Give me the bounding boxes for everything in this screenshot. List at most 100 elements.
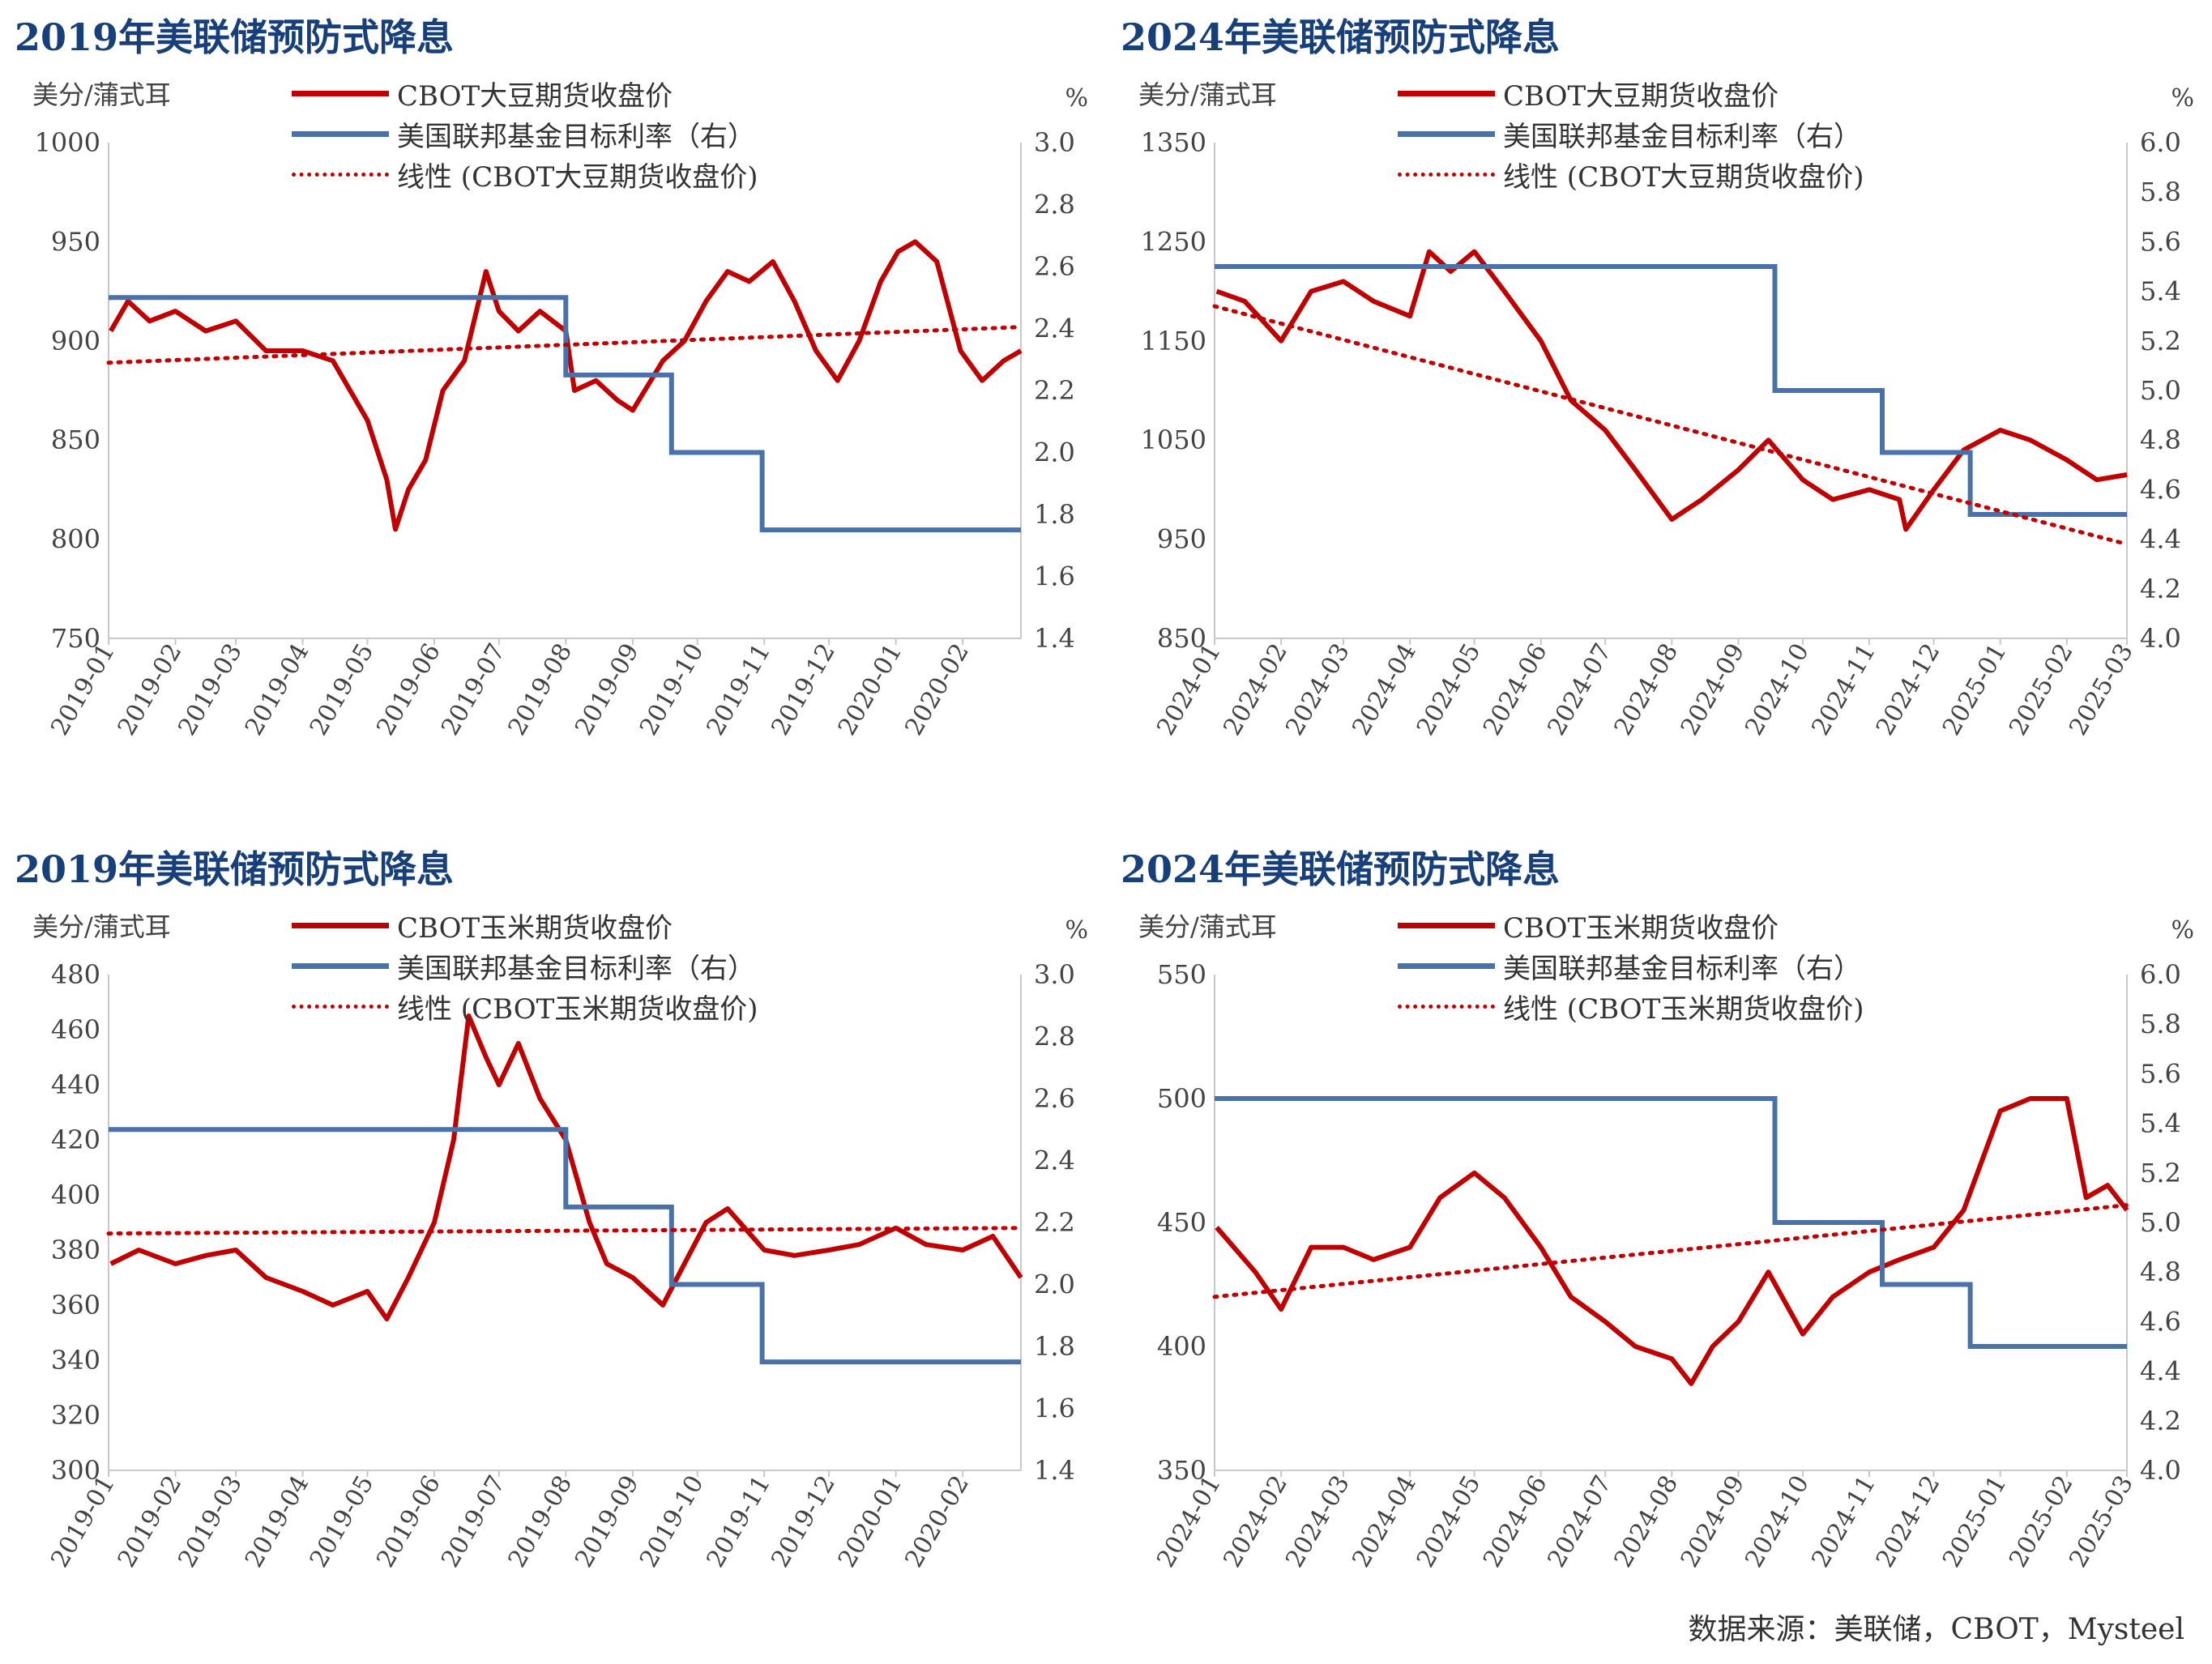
chart-legend: CBOT大豆期货收盘价 美国联邦基金目标利率（右） 线性 (CBOT大豆期货收盘… [1398,73,1864,194]
chart-panel-4: 2024年美联储预防式降息 美分/蒲式耳 % 350 400 450 500 550 4.… [1106,832,2212,1664]
left-y-tick-label: 420 [51,1124,100,1155]
right-y-tick-label: 6.0 [2140,127,2181,158]
legend-swatch-blue [292,962,389,969]
legend-item-trend: 线性 (CBOT大豆期货收盘价) [292,154,758,194]
x-tick-label: 2020-01 [833,1471,908,1572]
legend-label: 线性 (CBOT玉米期货收盘价) [397,992,758,1026]
chart-title: 2024年美联储预防式降息 [1121,847,1561,891]
chart-legend: CBOT玉米期货收盘价 美国联邦基金目标利率（右） 线性 (CBOT玉米期货收盘… [292,905,758,1026]
chart-legend: CBOT玉米期货收盘价 美国联邦基金目标利率（右） 线性 (CBOT玉米期货收盘… [1398,905,1864,1026]
left-y-tick-label: 550 [1157,959,1206,990]
right-y-tick-label: 1.8 [1034,1331,1075,1362]
left-y-tick-label: 460 [51,1014,100,1045]
legend-item-trend: 线性 (CBOT玉米期货收盘价) [1398,986,1864,1026]
left-y-tick-label: 320 [51,1400,100,1431]
x-tick-label: 2019-01 [45,639,121,740]
left-y-tick-label: 900 [51,326,100,356]
x-tick-label: 2019-10 [634,1471,710,1572]
right-y-tick-label: 2.8 [1034,190,1075,220]
x-tick-label: 2024-05 [1411,1471,1487,1572]
left-y-tick-label: 950 [51,226,100,257]
right-y-tick-label: 5.8 [2140,1009,2181,1039]
right-y-tick-label: 4.0 [2140,623,2181,654]
right-y-tick-label: 5.8 [2140,177,2181,207]
right-y-tick-label: 4.4 [2140,524,2181,555]
right-y-tick-label: 4.6 [2140,1306,2181,1337]
chart-panel-3: 2019年美联储预防式降息 美分/蒲式耳 % 300 320 340 360 380 40… [0,832,1106,1664]
rate-series-line [109,295,1021,533]
x-tick-label: 2024-06 [1478,1471,1553,1572]
rate-series-line [109,1127,1021,1365]
right-y-tick-label: 6.0 [2140,959,2181,990]
right-y-tick-label: 2.2 [1034,1207,1075,1238]
right-y-tick-label: 2.8 [1034,1022,1075,1052]
right-axis-unit: % [2171,84,2194,113]
x-tick-label: 2019-05 [305,639,380,740]
x-tick-label: 2024-10 [1740,1471,1815,1572]
legend-item-price: CBOT大豆期货收盘价 [1398,73,1864,113]
x-tick-label: 2019-07 [436,1471,511,1572]
right-y-tick-label: 2.4 [1034,314,1075,344]
legend-swatch-red [292,922,389,928]
legend-label: CBOT大豆期货收盘价 [1503,79,1779,113]
left-y-tick-label: 1150 [1141,326,1206,356]
x-tick-label: 2024-11 [1806,638,1881,740]
legend-label: CBOT玉米期货收盘价 [1503,911,1779,945]
right-y-tick-label: 2.0 [1034,437,1075,468]
legend-swatch-blue [292,130,389,137]
x-tick-label: 2019-11 [702,638,777,740]
right-y-tick-label: 3.0 [1034,959,1075,990]
left-y-tick-label: 1050 [1141,425,1206,455]
trend-line [106,325,1023,365]
price-series-line [1215,1096,2129,1386]
rate-series-line [1215,264,2127,517]
legend-label: CBOT大豆期货收盘价 [397,79,673,113]
right-y-tick-label: 4.8 [2140,425,2181,455]
source-note: 数据来源：美联储，CBOT，Mysteel [1688,1613,2184,1646]
right-y-tick-label: 2.4 [1034,1146,1075,1176]
x-tick-label: 2019-09 [570,639,645,740]
x-tick-label: 2024-11 [1806,1471,1881,1572]
chart-plot: 750 800 850 900 950 1000 1.4 1.6 1.8 2.0 2.2 2.4 2.6… [35,127,1075,740]
trend-line [1212,304,2129,547]
x-tick-label: 2024-09 [1676,1471,1751,1572]
legend-item-rate: 美国联邦基金目标利率（右） [292,945,758,986]
legend-item-price: CBOT玉米期货收盘价 [1398,905,1864,945]
left-y-tick-label: 750 [51,623,100,654]
x-tick-label: 2020-01 [833,639,908,740]
right-y-tick-label: 4.4 [2140,1356,2181,1387]
x-tick-label: 2019-09 [570,1471,645,1572]
left-y-tick-label: 340 [51,1345,100,1376]
right-axis-unit: % [1065,84,1088,113]
right-axis-unit: % [1065,916,1088,945]
x-tick-label: 2024-01 [1151,1471,1227,1572]
x-tick-label: 2019-05 [305,1471,380,1572]
left-y-tick-label: 1350 [1141,127,1206,158]
left-y-tick-label: 450 [1157,1207,1206,1238]
legend-label: 美国联邦基金目标利率（右） [397,952,755,985]
left-y-tick-label: 380 [51,1235,100,1265]
legend-item-rate: 美国联邦基金目标利率（右） [292,113,758,154]
left-y-tick-label: 400 [51,1180,100,1210]
left-axis-unit: 美分/蒲式耳 [1138,79,1277,110]
right-y-tick-label: 2.0 [1034,1269,1075,1300]
legend-label: CBOT玉米期货收盘价 [397,911,673,945]
left-y-tick-label: 400 [1157,1331,1206,1362]
x-tick-label: 2019-08 [503,1471,579,1572]
left-axis-unit: 美分/蒲式耳 [32,911,171,942]
legend-label: 线性 (CBOT玉米期货收盘价) [1503,992,1864,1026]
x-tick-label: 2019-04 [240,1471,315,1572]
chart-legend: CBOT大豆期货收盘价 美国联邦基金目标利率（右） 线性 (CBOT大豆期货收盘… [292,73,758,194]
right-y-tick-label: 2.6 [1034,1083,1075,1114]
legend-swatch-blue [1398,130,1495,137]
price-series-line [1215,249,2128,532]
right-y-tick-label: 4.2 [2140,1406,2181,1436]
chart-panel-1: 2019年美联储预防式降息 美分/蒲式耳 % 750 800 850 900 950 10… [0,0,1106,832]
x-tick-label: 2024-06 [1478,639,1553,740]
right-y-tick-label: 5.0 [2140,375,2181,406]
x-tick-label: 2019-10 [634,639,710,740]
x-tick-label: 2019-08 [503,639,579,740]
right-y-tick-label: 5.6 [2140,1058,2181,1089]
legend-swatch-red [1398,90,1495,96]
x-tick-label: 2019-01 [45,1471,121,1572]
